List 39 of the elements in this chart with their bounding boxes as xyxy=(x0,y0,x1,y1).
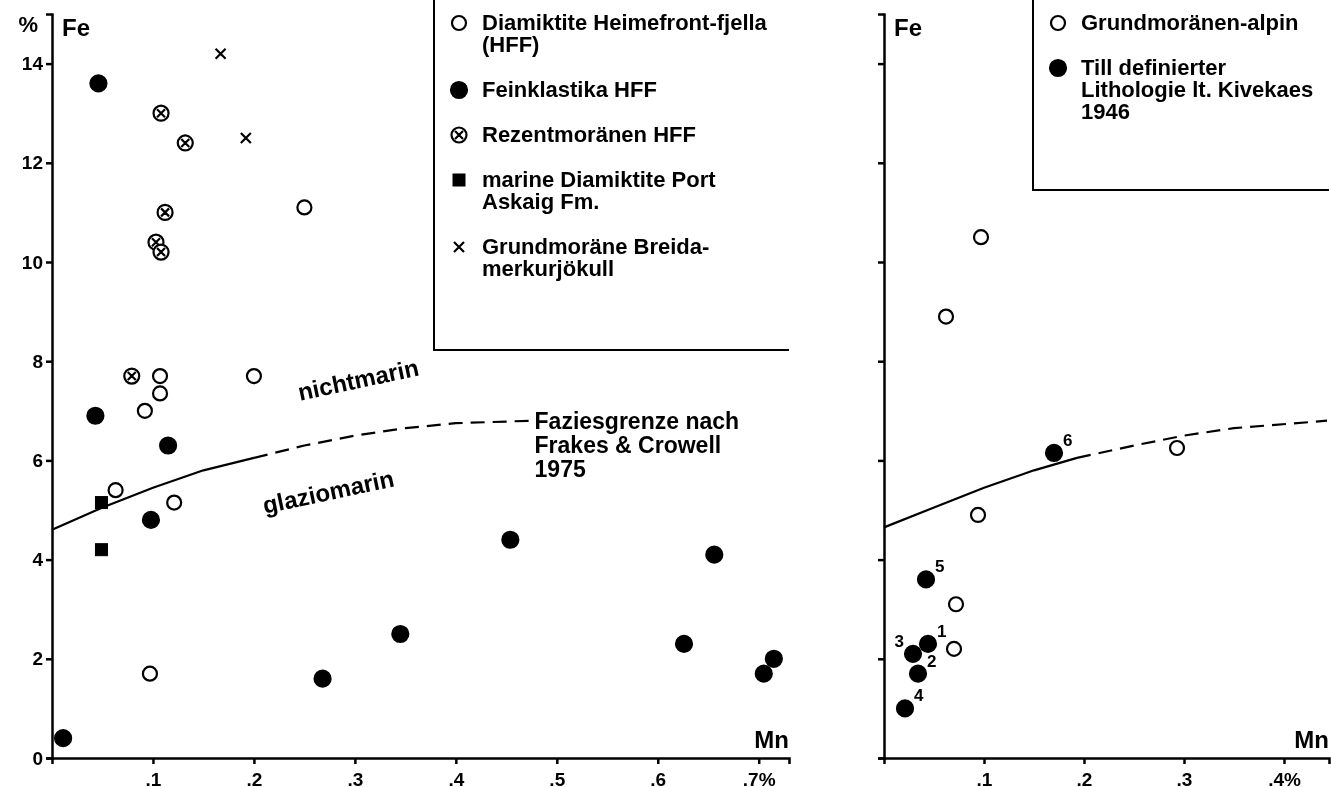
x-tick-label: .4 xyxy=(448,769,465,787)
text: % xyxy=(18,12,38,37)
x-tick-label: .2 xyxy=(246,769,263,787)
x-tick-label: .3 xyxy=(1176,769,1193,787)
y-tick-label: 12 xyxy=(21,152,43,174)
x-tick-label: .3 xyxy=(347,769,364,787)
x-tick-label: .6 xyxy=(650,769,667,787)
x-tick-label: .2 xyxy=(1076,769,1093,787)
y-tick-label: 14 xyxy=(21,53,44,75)
y-axis-title: Fe xyxy=(894,14,923,41)
legend-label: Feinklastika HFF xyxy=(482,77,657,102)
annotation: 1 xyxy=(937,621,947,641)
legend-label: Grundmoränen-alpin xyxy=(1081,10,1299,35)
y-tick-label: 6 xyxy=(32,449,43,471)
annotation: 6 xyxy=(1063,430,1073,450)
y-tick-label: 2 xyxy=(32,648,43,670)
x-tick-label: .7% xyxy=(742,769,776,787)
y-tick-label: 10 xyxy=(21,251,43,273)
x-axis-title: Mn xyxy=(1294,726,1329,753)
annotation: Faziesgrenze nach Frakes & Crowell 1975 xyxy=(534,407,740,482)
annotation: 4 xyxy=(914,686,924,706)
legend-label: Till definierter Lithologie lt. Kivekaes 1946 xyxy=(1081,55,1314,124)
y-tick-label: 4 xyxy=(32,549,44,571)
y-tick-label: 8 xyxy=(32,350,43,372)
x-tick-label: .4% xyxy=(1268,769,1301,787)
x-axis-title: Mn xyxy=(754,726,789,753)
annotation: 5 xyxy=(935,557,945,577)
y-tick-label: 0 xyxy=(32,747,43,769)
legend-label: Diamiktite Heimefront-fjella (HFF) xyxy=(482,10,768,57)
annotation: 2 xyxy=(927,651,937,671)
legend-label: marine Diamiktite Port Askaig Fm. xyxy=(482,167,717,214)
y-axis-title: Fe xyxy=(62,14,91,41)
x-tick-label: .1 xyxy=(976,769,993,787)
legend-label: Grundmoräne Breida-merkurjökull xyxy=(482,234,710,281)
legend-label: Rezentmoränen HFF xyxy=(482,122,696,147)
x-tick-label: .5 xyxy=(549,769,566,787)
x-tick-label: .1 xyxy=(145,769,162,787)
annotation: 3 xyxy=(894,631,904,651)
annotation: nichtmarin xyxy=(295,353,422,406)
